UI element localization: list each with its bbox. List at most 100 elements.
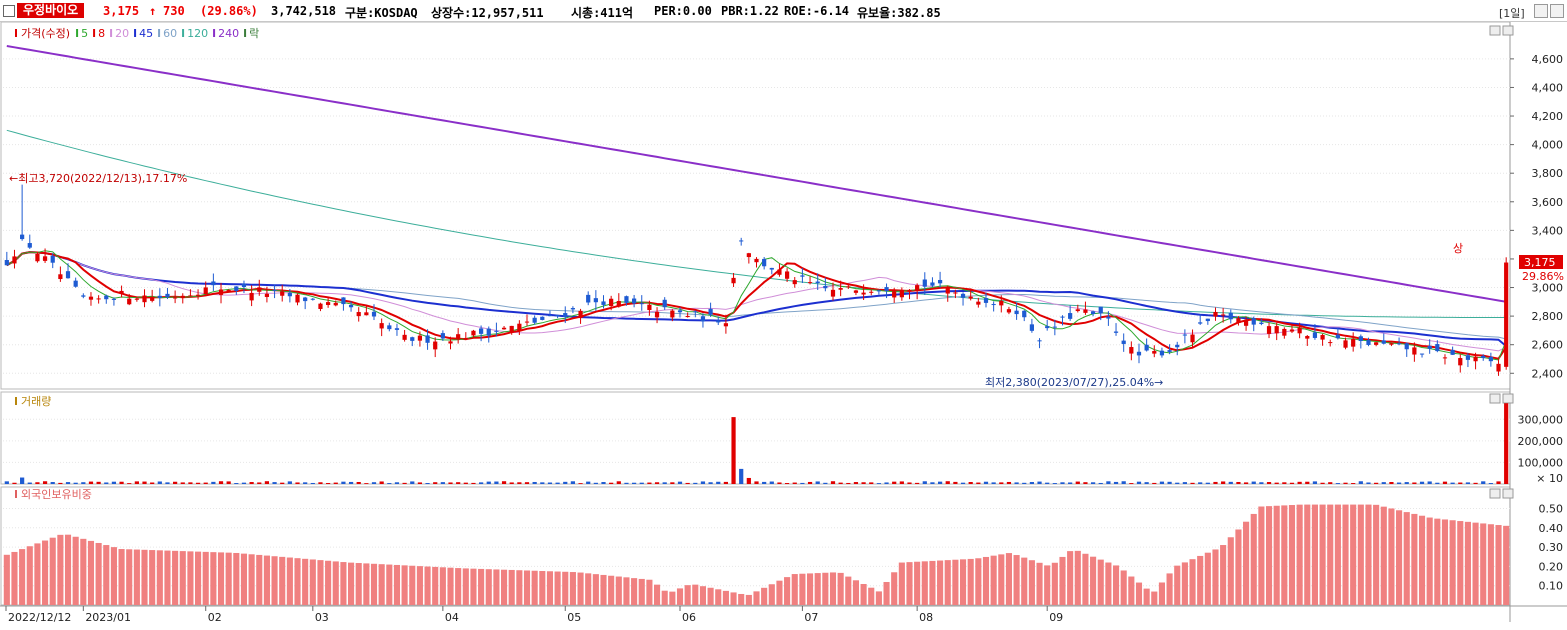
candle-body <box>1045 326 1050 329</box>
candle-body <box>593 298 598 303</box>
foreign-ratio-bar <box>1487 524 1494 605</box>
foreign-ratio-bar <box>715 589 722 605</box>
minimize-icon[interactable] <box>1534 4 1548 18</box>
close-icon[interactable] <box>1550 4 1564 18</box>
foreign-ratio-bar <box>485 569 492 605</box>
volume-bar <box>1029 482 1034 484</box>
foreign-ratio-bar <box>325 560 332 605</box>
volume-bar <box>1358 481 1363 484</box>
period-selector[interactable]: [1일] <box>1499 7 1525 20</box>
volume-bar <box>922 481 927 484</box>
candle-body <box>1213 311 1218 317</box>
foreign-ratio-bar <box>952 559 959 605</box>
volume-bar <box>708 482 713 484</box>
foreign-ratio-bar <box>1334 504 1341 605</box>
candle-body <box>762 259 767 267</box>
volume-tick-label: 300,000 <box>1518 413 1564 426</box>
foreign-ratio-bar <box>279 556 286 605</box>
volume-bar <box>1045 482 1050 484</box>
ma-legend-marker <box>213 29 216 37</box>
foreign-ratio-bar <box>998 554 1005 605</box>
foreign-ratio-bar <box>753 591 760 605</box>
volume-bar <box>723 481 729 484</box>
select-checkbox[interactable] <box>3 5 15 17</box>
volume-bar <box>1396 482 1402 484</box>
foreign-ratio-bar <box>608 575 615 605</box>
candle-body <box>1465 355 1471 360</box>
candle-body <box>968 296 973 299</box>
candle-body <box>318 303 323 309</box>
volume-bar <box>119 481 124 484</box>
foreign-ratio-bar <box>210 552 217 605</box>
volume-bar <box>999 482 1004 484</box>
foreign-ratio-bar <box>646 579 653 605</box>
candle-body <box>807 282 813 284</box>
foreign-ratio-bar <box>898 562 905 605</box>
candle-body <box>1358 336 1363 342</box>
stock-chart[interactable]: 2,4002,6002,8003,0003,2003,4003,6003,800… <box>0 22 1567 630</box>
candle-body <box>1205 318 1210 322</box>
candle-body <box>922 279 927 287</box>
volume-bar <box>42 481 48 484</box>
volume-bar <box>1465 482 1471 484</box>
volume-bar <box>371 482 377 484</box>
candle-body <box>586 294 591 303</box>
date-tick-label: 2023/01 <box>85 611 131 624</box>
candle-body <box>532 317 537 323</box>
roe-value: ROE:-6.14 <box>784 4 850 18</box>
candle-body <box>1488 356 1493 362</box>
price-tick-label: 4,400 <box>1532 81 1564 94</box>
volume-bar <box>976 482 981 484</box>
candle-body <box>1243 319 1249 326</box>
candle-body <box>203 287 208 295</box>
volume-legend: 거래량 <box>15 395 51 408</box>
candle-body <box>1374 342 1379 345</box>
volume-bar <box>968 482 973 484</box>
change-percent: (29.86%) <box>200 4 258 18</box>
foreign-ratio-bar <box>776 580 783 605</box>
foreign-ratio-bar <box>799 573 806 605</box>
volume-bar <box>494 481 499 484</box>
foreign-ratio-bar <box>562 571 569 605</box>
candle-body <box>555 315 560 317</box>
date-tick-label: 2022/12/12 <box>8 611 71 624</box>
pane-control-icon <box>1502 488 1514 499</box>
candle-body <box>915 285 920 291</box>
candle-body <box>364 312 369 316</box>
candle-body <box>341 297 346 305</box>
candle-body <box>976 301 981 305</box>
x-axis: 2022/12/12 2023/01 02 03 04 05 06 07 08 09 <box>5 606 1063 624</box>
candle-body <box>1236 318 1241 324</box>
foreign-ratio-bar <box>478 568 485 605</box>
volume-bar <box>1259 482 1264 484</box>
foreign-ratio-bar <box>546 571 554 605</box>
candle-body <box>563 313 568 317</box>
foreign-ratio-bar <box>1197 555 1204 605</box>
stock-name[interactable]: 우정바이오 <box>17 3 85 18</box>
volume-bar <box>264 481 270 484</box>
volume-bar <box>1481 481 1486 484</box>
trade-volume: 3,742,518 <box>271 4 337 18</box>
candle-body <box>402 334 407 340</box>
foreign-ratio-bar <box>875 591 882 605</box>
candle-body <box>127 298 132 305</box>
volume-bar <box>27 482 32 484</box>
candle-body <box>983 298 989 303</box>
candle-body <box>1167 350 1172 352</box>
foreign-ratio-bar <box>386 564 393 605</box>
foreign-ratio-bar <box>516 570 523 605</box>
foreign-tick-label: 0.20 <box>1539 560 1564 573</box>
volume-bar <box>685 482 690 484</box>
candle-body <box>907 289 912 292</box>
foreign-ratio-bar <box>294 558 301 605</box>
candle-body <box>119 290 124 294</box>
candle-body <box>884 287 889 292</box>
foreign-ratio-bar <box>378 564 385 605</box>
candle-body <box>241 283 247 288</box>
candle-body <box>326 302 331 305</box>
foreign-ratio-bar <box>600 574 607 605</box>
foreign-ratio-bar <box>72 536 79 605</box>
rak-legend-label: 락 <box>249 27 259 40</box>
volume-bar <box>540 482 545 484</box>
foreign-ratio-bar <box>1350 504 1357 605</box>
